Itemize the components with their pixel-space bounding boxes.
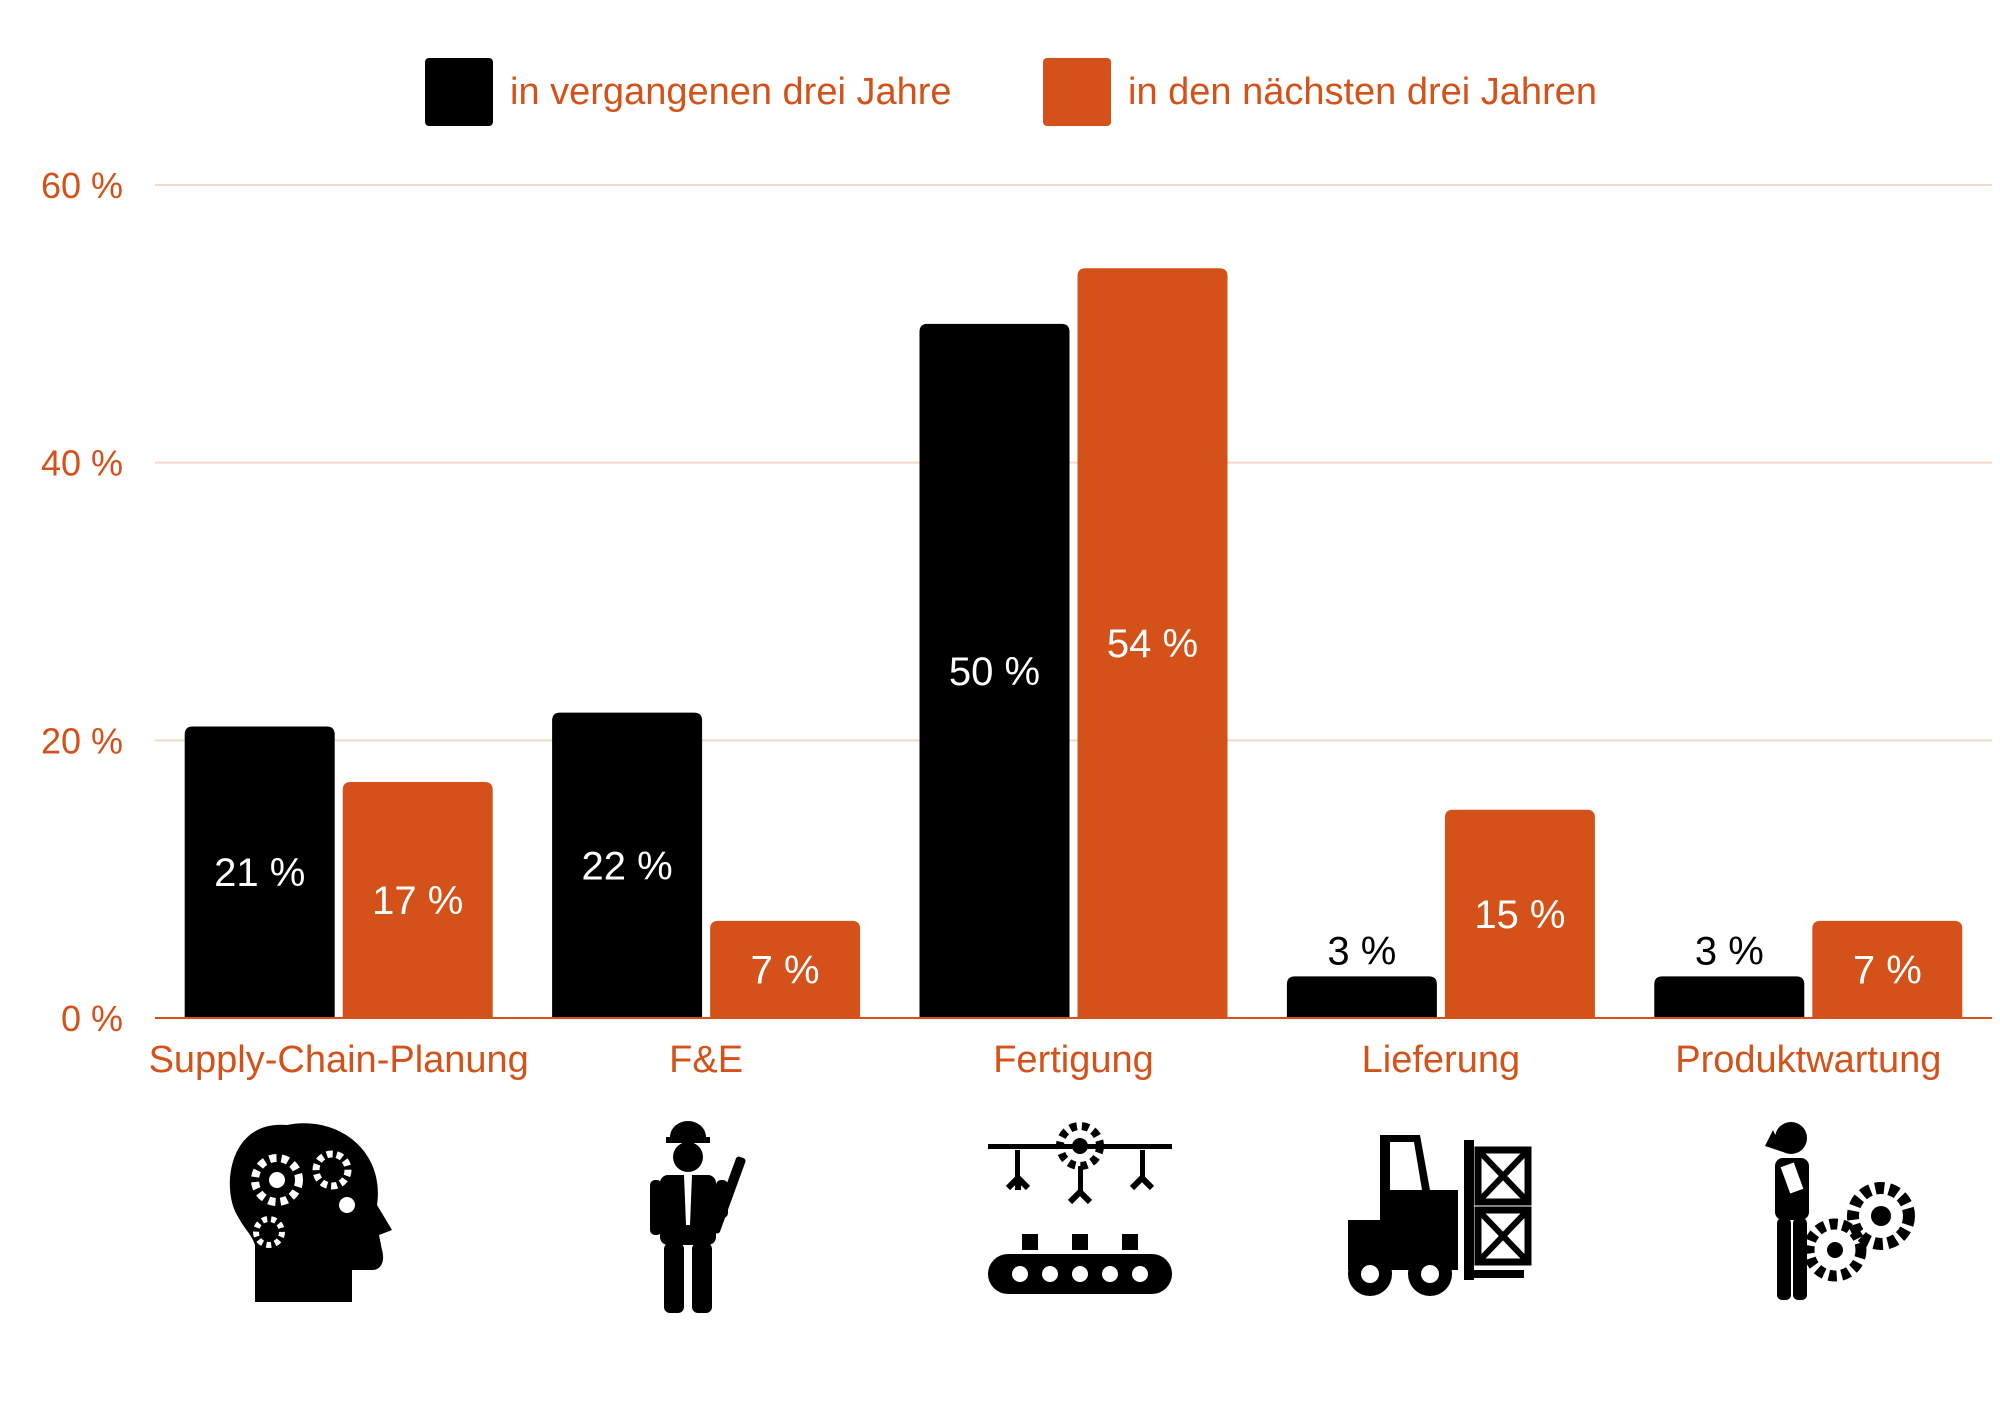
legend-label-next: in den nächsten drei Jahren [1128, 71, 1597, 113]
bar [1286, 976, 1437, 1018]
bar-value-label: 22 % [582, 844, 673, 888]
bars [184, 268, 1963, 1018]
y-tick-label: 40 % [41, 443, 123, 484]
x-category-label: F&E [669, 1039, 743, 1081]
bar [919, 323, 1070, 1018]
legend-swatch-next [1043, 58, 1111, 126]
x-category-label: Produktwartung [1675, 1039, 1941, 1081]
x-category-label: Lieferung [1362, 1039, 1520, 1081]
assembly-line-icon [988, 1122, 1172, 1294]
engineer-icon [650, 1121, 746, 1313]
bar-value-label: 3 % [1327, 929, 1396, 973]
value-labels: 21 % 17 % 22 % 7 % 50 % 54 % 3 % 15 % 3 % 7 % [214, 622, 1922, 992]
x-category-label: Fertigung [993, 1039, 1154, 1081]
bar [552, 712, 703, 1018]
legend: in vergangenen drei Jahre in den nächste… [425, 58, 1597, 126]
bar [1654, 976, 1805, 1018]
bar-value-label: 7 % [751, 948, 820, 992]
y-tick-label: 60 % [41, 165, 123, 206]
brain-gears-icon [229, 1123, 392, 1302]
x-axis-categories: Supply-Chain-Planung F&E Fertigung Lieferun… [149, 1039, 1942, 1081]
legend-label-past: in vergangenen drei Jahre [510, 71, 952, 113]
legend-swatch-past [425, 58, 493, 126]
bar-value-label: 3 % [1695, 929, 1764, 973]
bar-value-label: 15 % [1474, 893, 1565, 937]
y-axis-ticks: 0 % 20 % 40 % 60 % [41, 165, 123, 1039]
bar [1812, 920, 1963, 1018]
bar [342, 781, 493, 1018]
forklift-icon [1348, 1135, 1532, 1296]
y-tick-label: 0 % [61, 998, 123, 1039]
bar [1077, 268, 1228, 1018]
maintenance-worker-icon [1765, 1122, 1915, 1300]
bar [184, 726, 335, 1018]
x-category-label: Supply-Chain-Planung [149, 1039, 529, 1081]
bar [1444, 809, 1595, 1018]
bar [710, 920, 861, 1018]
bar-value-label: 50 % [949, 650, 1040, 694]
bar-value-label: 21 % [214, 851, 305, 895]
y-tick-label: 20 % [41, 720, 123, 761]
gridlines [155, 184, 1992, 742]
bar-value-label: 17 % [372, 879, 463, 923]
bar-value-label: 54 % [1107, 622, 1198, 666]
bar-value-label: 7 % [1853, 948, 1922, 992]
